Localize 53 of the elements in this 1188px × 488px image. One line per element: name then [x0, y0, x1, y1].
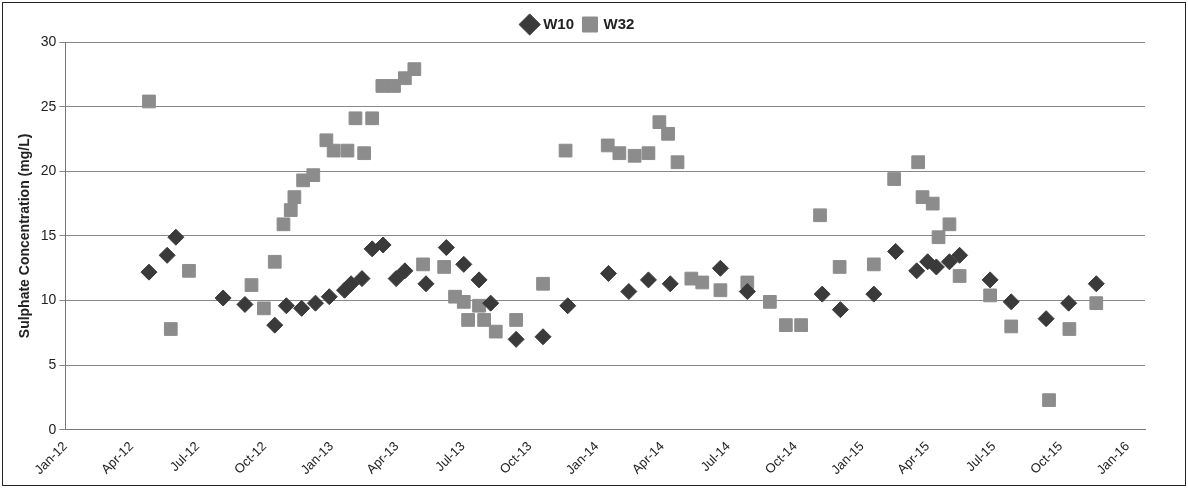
y-tick-label: 0 [48, 420, 57, 437]
point [417, 275, 435, 293]
point [266, 316, 284, 334]
point [620, 283, 638, 301]
point [711, 259, 729, 277]
point [158, 246, 176, 264]
y-tick-label: 15 [40, 226, 57, 243]
point [639, 271, 657, 289]
point [140, 263, 158, 281]
point [470, 271, 488, 289]
point [1087, 275, 1105, 293]
legend-label: W10 [543, 14, 574, 32]
point [342, 275, 360, 293]
point [236, 295, 254, 313]
point [661, 275, 679, 293]
point [887, 242, 905, 260]
point [908, 262, 926, 280]
point [831, 301, 849, 319]
point [306, 294, 324, 312]
point [437, 239, 455, 257]
point [559, 297, 577, 315]
point [353, 270, 371, 288]
y-axis-title: Sulphate Concentration (mg/L) [16, 133, 33, 339]
point [927, 258, 945, 276]
point [363, 240, 381, 258]
point [951, 246, 969, 264]
y-tick-label: 5 [48, 356, 57, 373]
point [534, 328, 552, 346]
point [455, 255, 473, 273]
point [387, 270, 405, 288]
point [1002, 293, 1020, 311]
y-tick-label: 20 [40, 162, 57, 179]
y-tick-label: 30 [40, 32, 57, 49]
point [940, 253, 958, 271]
point [507, 330, 525, 348]
point [865, 285, 883, 303]
point [396, 262, 414, 280]
y-tick-label: 10 [40, 291, 57, 308]
point [374, 236, 392, 254]
point [277, 297, 295, 315]
point [981, 271, 999, 289]
point [738, 283, 756, 301]
legend-label: W32 [603, 14, 635, 32]
point [214, 289, 232, 307]
point [482, 294, 500, 312]
point [293, 299, 311, 317]
point [320, 288, 338, 306]
point [813, 285, 831, 303]
point [599, 264, 617, 282]
point [167, 228, 185, 246]
point [1037, 310, 1055, 328]
y-tick-label: 25 [40, 97, 57, 114]
point [1060, 294, 1078, 312]
